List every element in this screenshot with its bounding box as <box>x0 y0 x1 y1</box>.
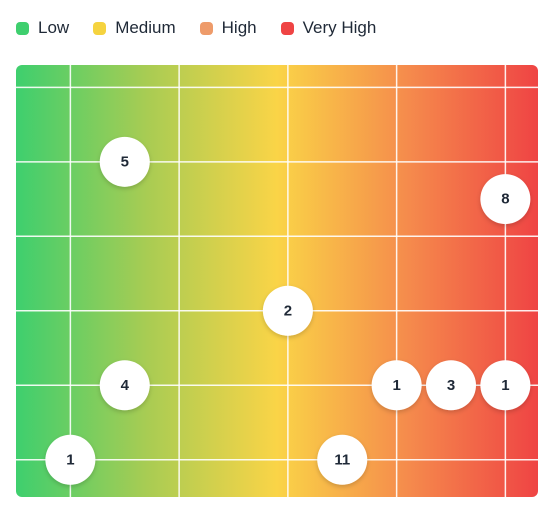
bubble-circle <box>317 434 368 485</box>
bubble-circle <box>99 136 150 187</box>
data-point-bubble[interactable]: 4 <box>99 360 150 411</box>
data-point-bubble[interactable]: 5 <box>99 136 150 187</box>
legend-label-low: Low <box>38 18 70 37</box>
legend-swatch-low <box>16 21 29 35</box>
legend-swatch-very-high <box>280 21 294 35</box>
chart-legend: Low Medium High Very High <box>16 18 400 38</box>
legend-label-high: High <box>221 18 257 37</box>
bubble-circle <box>262 285 313 336</box>
bubble-count-label: 4 <box>121 377 130 394</box>
bubble-circle <box>480 360 531 411</box>
data-point-bubble[interactable]: 1 <box>480 360 531 411</box>
bubble-count-label: 11 <box>334 451 350 468</box>
bubble-count-label: 3 <box>447 377 455 394</box>
bubble-circle <box>371 360 422 411</box>
legend-swatch-high <box>199 21 213 35</box>
legend-item-medium[interactable]: Medium <box>93 18 176 38</box>
data-point-bubble[interactable]: 11 <box>317 434 368 485</box>
bubble-circle <box>99 360 150 411</box>
bubble-count-label: 1 <box>66 451 74 468</box>
bubble-count-label: 5 <box>121 153 129 170</box>
data-point-bubble[interactable]: 2 <box>262 285 313 336</box>
data-point-bubble[interactable]: 1 <box>45 434 96 485</box>
legend-swatch-medium <box>93 21 107 35</box>
bubble-circle <box>480 174 531 225</box>
bubble-circle <box>45 434 96 485</box>
data-point-bubble[interactable]: 1 <box>371 360 422 411</box>
legend-item-high[interactable]: High <box>199 18 257 38</box>
legend-label-very-high: Very High <box>302 18 377 37</box>
data-point-bubble[interactable]: 3 <box>426 360 476 411</box>
legend-item-low[interactable]: Low <box>16 18 69 38</box>
bubble-count-label: 1 <box>392 377 400 394</box>
bubble-count-label: 8 <box>501 191 509 208</box>
chart-background <box>16 65 538 497</box>
bubble-count-label: 1 <box>501 377 509 394</box>
bubble-circle <box>426 360 476 411</box>
bubble-count-label: 2 <box>284 302 292 319</box>
risk-heatmap-chart: 5 8 2 4 1 3 1 1 11 <box>16 65 538 497</box>
legend-item-very-high[interactable]: Very High <box>280 18 377 38</box>
legend-label-medium: Medium <box>115 18 176 37</box>
data-point-bubble[interactable]: 8 <box>480 174 531 225</box>
